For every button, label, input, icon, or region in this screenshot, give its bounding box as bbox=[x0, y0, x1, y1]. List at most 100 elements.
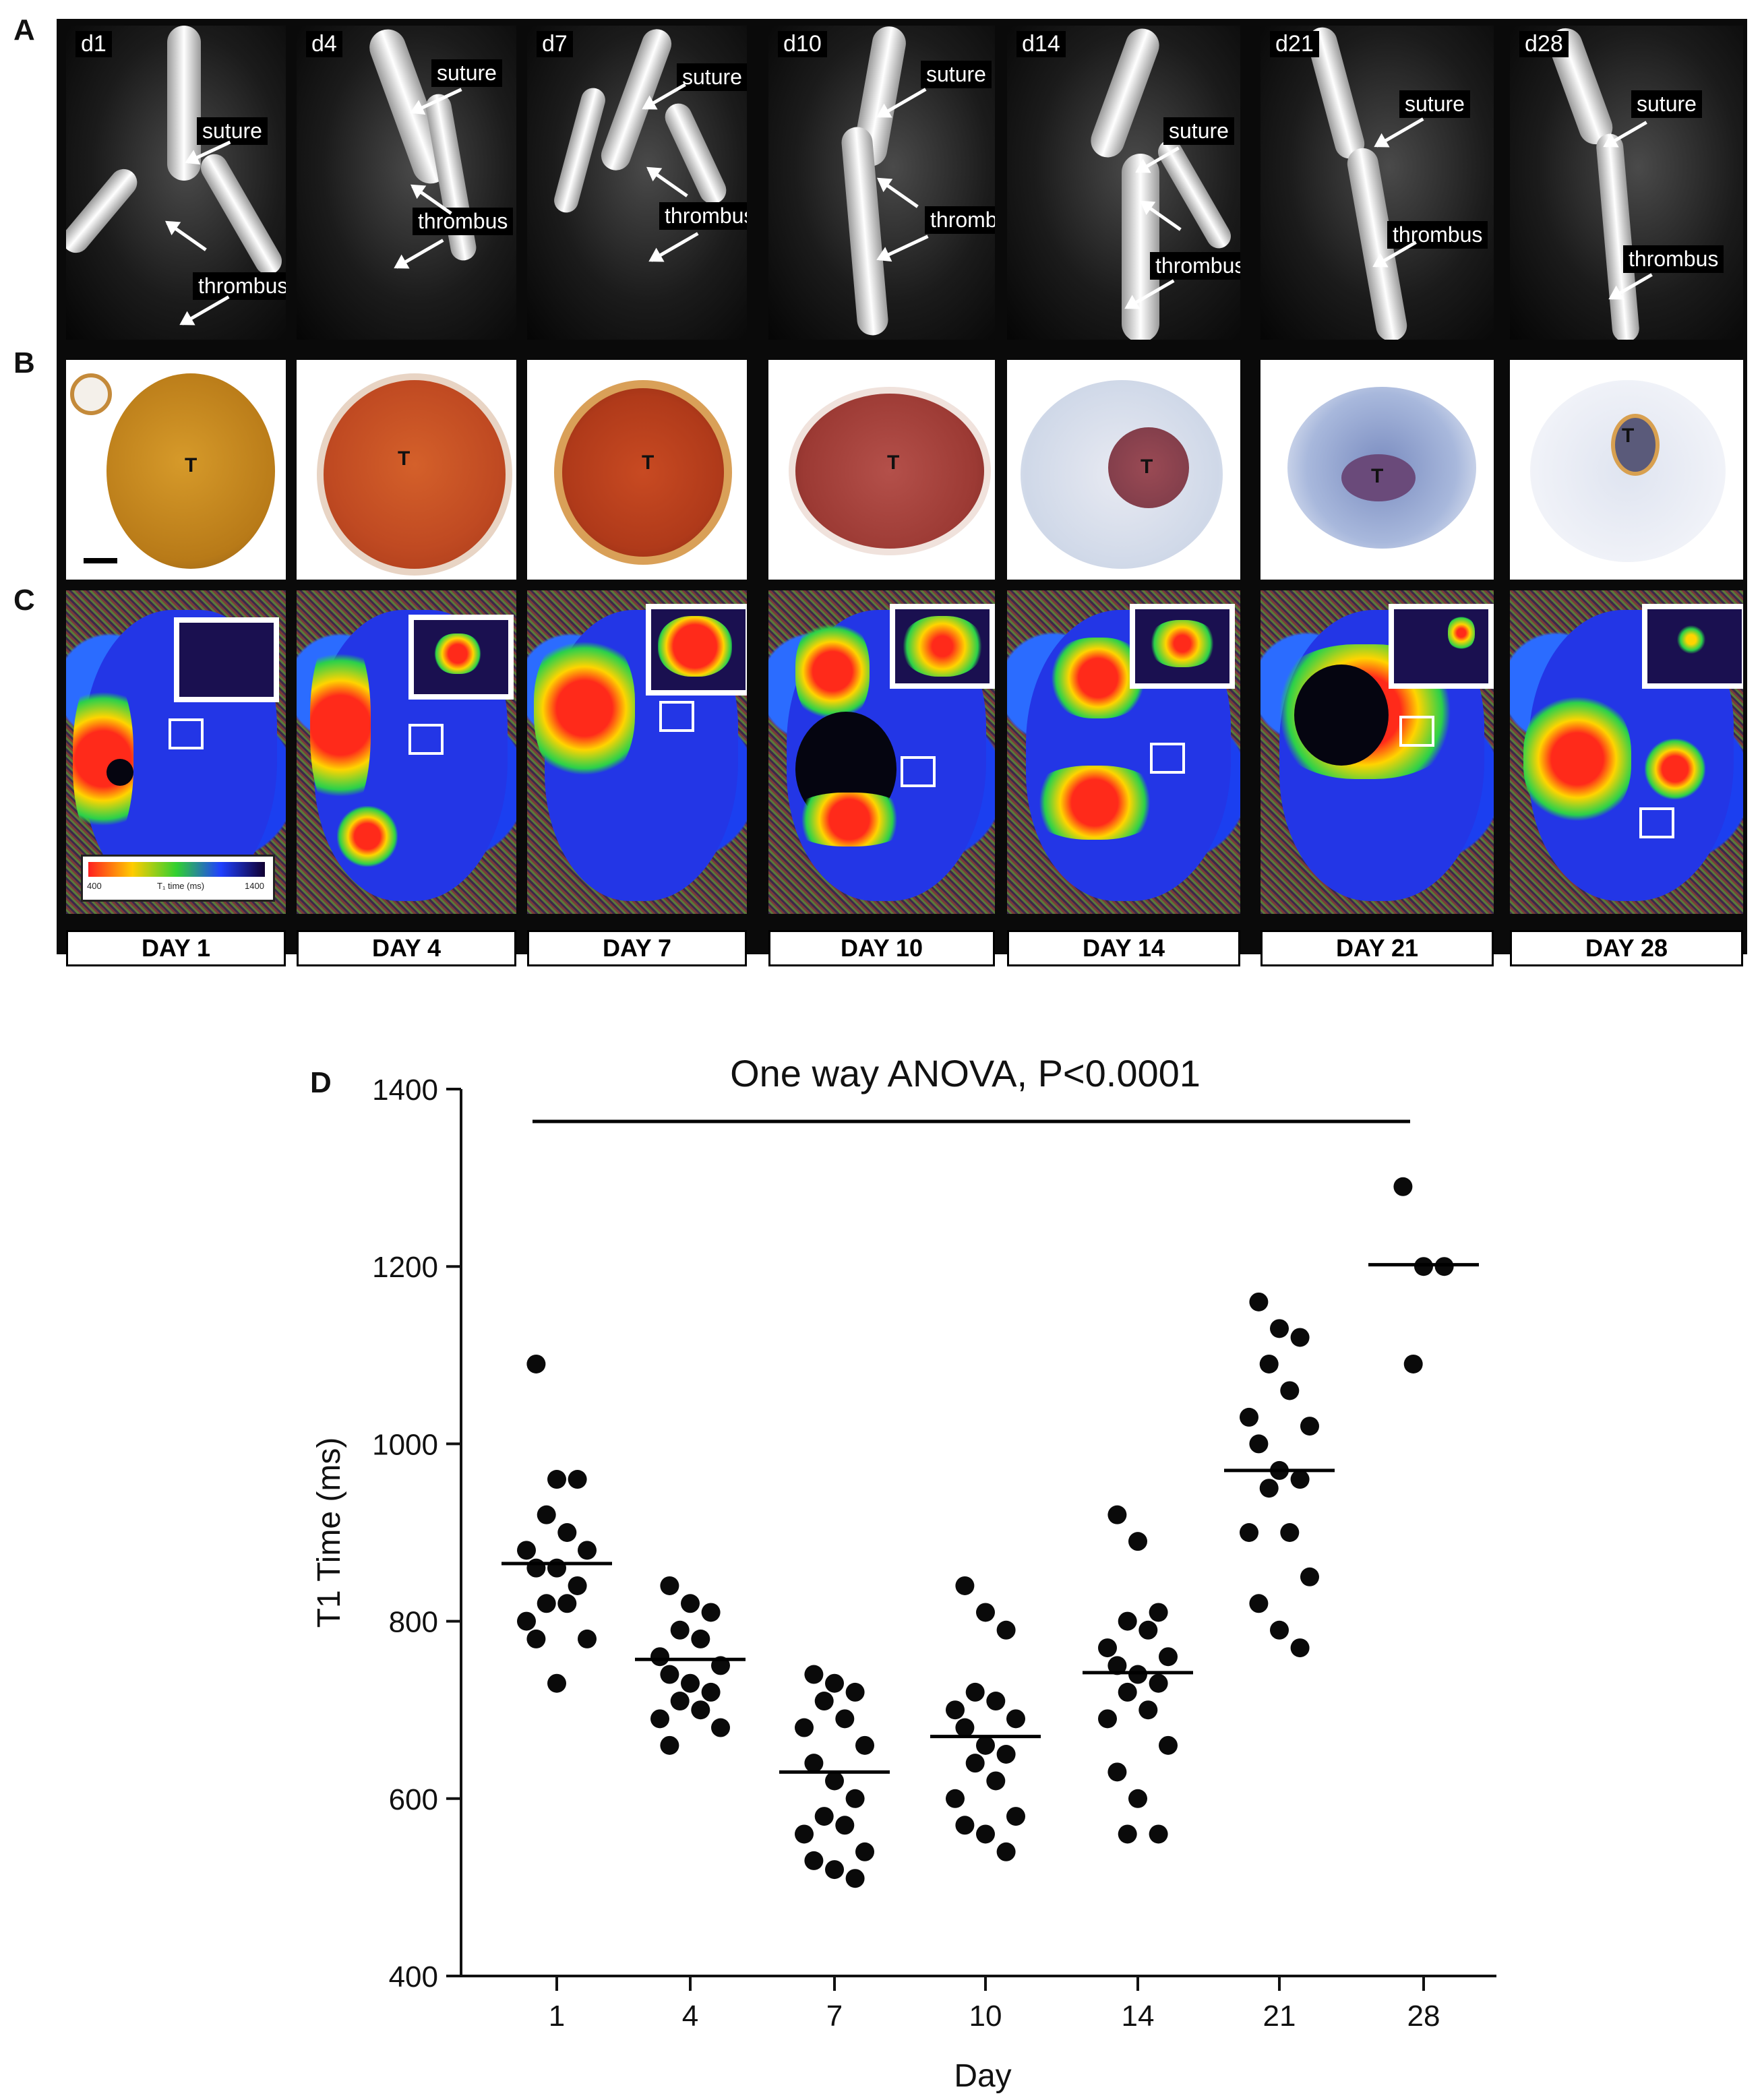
histology-image-day14: T bbox=[1007, 360, 1240, 580]
colorbar-max: 1400 bbox=[245, 881, 264, 891]
x-tick-label: 7 bbox=[826, 2000, 843, 2033]
histology-image-day28: T bbox=[1510, 360, 1743, 580]
data-point bbox=[681, 1673, 700, 1693]
data-point bbox=[691, 1700, 710, 1720]
data-point bbox=[946, 1789, 965, 1808]
thrombus-label: thrombus bbox=[1623, 245, 1724, 273]
median-lines bbox=[502, 1263, 1479, 1774]
data-point bbox=[1098, 1638, 1117, 1658]
thrombus-label: thrombus bbox=[925, 206, 995, 234]
histology-image-day1: T bbox=[66, 360, 286, 580]
thrombus-label: thrombus bbox=[193, 272, 286, 300]
data-point bbox=[1290, 1470, 1310, 1489]
data-point bbox=[1393, 1177, 1413, 1196]
data-point bbox=[1259, 1479, 1279, 1498]
x-tick-label: 14 bbox=[1122, 2000, 1155, 2033]
data-point bbox=[1249, 1434, 1269, 1454]
data-point bbox=[1128, 1532, 1147, 1551]
data-point bbox=[976, 1824, 995, 1844]
day-label-21: DAY 21 bbox=[1260, 930, 1494, 966]
data-point bbox=[835, 1709, 855, 1729]
data-point bbox=[650, 1647, 669, 1667]
data-point bbox=[1300, 1417, 1319, 1436]
zoom-inset bbox=[408, 615, 514, 700]
data-point bbox=[976, 1735, 995, 1755]
data-point bbox=[845, 1869, 865, 1888]
data-point bbox=[537, 1505, 556, 1524]
data-point bbox=[1159, 1735, 1178, 1755]
figure-top-panels: d1 suture thrombus d4 suture thrombus d7… bbox=[57, 19, 1747, 966]
data-point bbox=[1240, 1407, 1258, 1427]
data-point bbox=[660, 1735, 679, 1755]
angio-day-tag: d1 bbox=[75, 31, 112, 57]
suture-label: suture bbox=[1399, 90, 1470, 118]
data-point bbox=[814, 1692, 834, 1711]
data-point bbox=[701, 1603, 721, 1622]
angio-image-day7: d7 suture thrombus bbox=[527, 26, 747, 340]
thrombus-arrow bbox=[878, 235, 929, 261]
angio-image-day28: d28 suture thrombus bbox=[1510, 26, 1743, 340]
thrombus-letter: T bbox=[642, 452, 655, 474]
data-point bbox=[670, 1620, 690, 1640]
data-point bbox=[578, 1541, 597, 1560]
x-tick-label: 28 bbox=[1407, 2000, 1440, 2033]
data-point bbox=[825, 1771, 844, 1791]
y-tick-label: 400 bbox=[389, 1960, 438, 1994]
t1-map-day1: 400 T₁ time (ms) 1400 bbox=[66, 590, 286, 914]
data-point bbox=[835, 1816, 855, 1835]
data-point bbox=[965, 1682, 985, 1702]
data-point bbox=[955, 1718, 975, 1737]
data-point bbox=[547, 1558, 566, 1578]
data-point bbox=[825, 1673, 844, 1693]
data-point bbox=[526, 1354, 546, 1373]
thrombus-arrow bbox=[647, 167, 688, 197]
data-point bbox=[1107, 1505, 1127, 1524]
suture-label: suture bbox=[197, 117, 268, 145]
data-point bbox=[557, 1523, 577, 1542]
data-point bbox=[1149, 1673, 1168, 1693]
thrombus-letter: T bbox=[887, 452, 900, 474]
colorbar-title: T₁ time (ms) bbox=[157, 881, 205, 891]
data-point bbox=[855, 1735, 874, 1755]
data-point bbox=[1414, 1257, 1433, 1276]
x-tick-label: 1 bbox=[549, 2000, 565, 2033]
thrombus-letter: T bbox=[185, 454, 198, 476]
histology-image-day10: T bbox=[768, 360, 995, 580]
y-tick-label: 600 bbox=[389, 1783, 438, 1816]
t1-map-day7 bbox=[527, 590, 747, 914]
data-point bbox=[701, 1682, 721, 1702]
histology-image-day4: T bbox=[297, 360, 516, 580]
data-point bbox=[825, 1860, 844, 1880]
data-point bbox=[855, 1842, 874, 1861]
x-axis-label: Day bbox=[954, 2058, 1011, 2094]
data-point bbox=[845, 1682, 865, 1702]
panel-label-d: D bbox=[310, 1066, 332, 1099]
data-point bbox=[1249, 1594, 1269, 1613]
data-point bbox=[517, 1541, 536, 1560]
data-point bbox=[986, 1692, 1006, 1711]
y-tick-label: 1400 bbox=[372, 1074, 438, 1107]
data-point bbox=[1138, 1620, 1158, 1640]
data-point bbox=[1403, 1354, 1423, 1373]
data-point bbox=[1006, 1807, 1025, 1826]
x-ticks: 1 4 7 10 14 21 28 bbox=[549, 1976, 1440, 2033]
t1-map-day4 bbox=[297, 590, 516, 914]
zoom-inset bbox=[1130, 604, 1235, 689]
data-point bbox=[568, 1470, 587, 1489]
day-label-28: DAY 28 bbox=[1510, 930, 1743, 966]
x-tick-label: 10 bbox=[969, 2000, 1002, 2033]
data-point bbox=[986, 1771, 1006, 1791]
data-point bbox=[1149, 1603, 1168, 1622]
data-point bbox=[976, 1603, 995, 1622]
scale-bar bbox=[84, 558, 117, 563]
data-points bbox=[517, 1177, 1454, 1888]
thrombus-label: thrombus bbox=[1387, 221, 1488, 249]
colorbar-min: 400 bbox=[87, 881, 102, 891]
data-point bbox=[1098, 1709, 1117, 1729]
data-point bbox=[1270, 1319, 1289, 1338]
angio-day-tag: d7 bbox=[537, 31, 573, 57]
suture-label: suture bbox=[1163, 117, 1234, 145]
data-point bbox=[1290, 1328, 1310, 1347]
angio-image-day4: d4 suture thrombus bbox=[297, 26, 516, 340]
